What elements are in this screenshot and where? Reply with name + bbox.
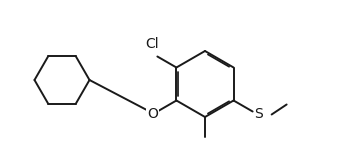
Text: S: S <box>254 108 263 122</box>
Text: O: O <box>147 108 158 122</box>
Text: Cl: Cl <box>146 37 159 50</box>
